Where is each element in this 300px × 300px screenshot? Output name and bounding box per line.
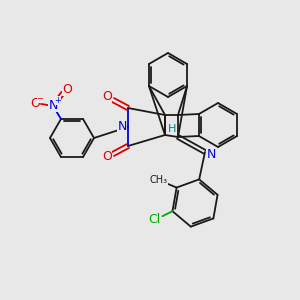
Text: H: H [168, 124, 176, 134]
Text: Cl: Cl [148, 213, 160, 226]
Text: O: O [62, 83, 72, 96]
Text: N: N [48, 99, 58, 112]
Text: −: − [37, 94, 44, 103]
Text: O: O [102, 151, 112, 164]
Text: O: O [30, 98, 40, 110]
Text: CH₃: CH₃ [150, 175, 168, 184]
Text: N: N [206, 148, 216, 161]
Text: O: O [102, 91, 112, 103]
Text: N: N [117, 121, 127, 134]
Text: +: + [55, 96, 62, 105]
